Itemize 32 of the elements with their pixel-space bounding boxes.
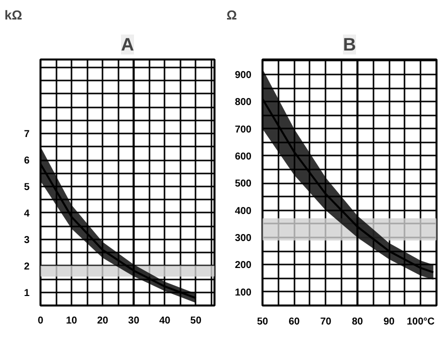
y-tick-label: 1 bbox=[24, 288, 30, 299]
x-tick-label: 20 bbox=[97, 316, 109, 326]
x-tick-label: 0 bbox=[38, 316, 44, 326]
x-tick-label: 50 bbox=[190, 316, 202, 326]
y-tick-label: 400 bbox=[234, 206, 252, 217]
y-tick-label: 500 bbox=[234, 178, 252, 190]
x-tick-label: 80 bbox=[352, 316, 364, 328]
x-tick-label: 100°C bbox=[406, 316, 435, 328]
x-tick-label: 30 bbox=[128, 316, 140, 326]
y-tick-label: 3 bbox=[24, 234, 30, 246]
y-tick-label: 4 bbox=[24, 208, 30, 220]
x-tick-label: 10 bbox=[66, 316, 78, 326]
y-axis-title: Ω bbox=[226, 8, 237, 22]
y-tick-label: 300 bbox=[234, 233, 252, 244]
chart-title: B bbox=[343, 34, 356, 54]
x-tick-label: 70 bbox=[320, 316, 332, 328]
y-axis-title: kΩ bbox=[4, 8, 22, 22]
y-tick-label: 100 bbox=[234, 287, 252, 298]
y-tick-label: 600 bbox=[234, 151, 252, 162]
y-tick-label: 6 bbox=[24, 156, 30, 167]
x-tick-label: 50 bbox=[256, 316, 268, 328]
y-tick-label: 700 bbox=[234, 124, 252, 136]
x-tick-label: 60 bbox=[288, 316, 300, 328]
y-tick-label: 900 bbox=[234, 70, 252, 81]
y-tick-label: 800 bbox=[234, 97, 252, 108]
x-tick-label: 90 bbox=[383, 316, 396, 328]
y-tick-label: 200 bbox=[234, 260, 252, 272]
y-tick-label: 5 bbox=[24, 182, 30, 193]
y-tick-label: 2 bbox=[24, 261, 30, 272]
y-tick-label: 7 bbox=[24, 129, 30, 140]
chart-title: A bbox=[121, 34, 134, 54]
x-tick-label: 40 bbox=[159, 316, 171, 326]
